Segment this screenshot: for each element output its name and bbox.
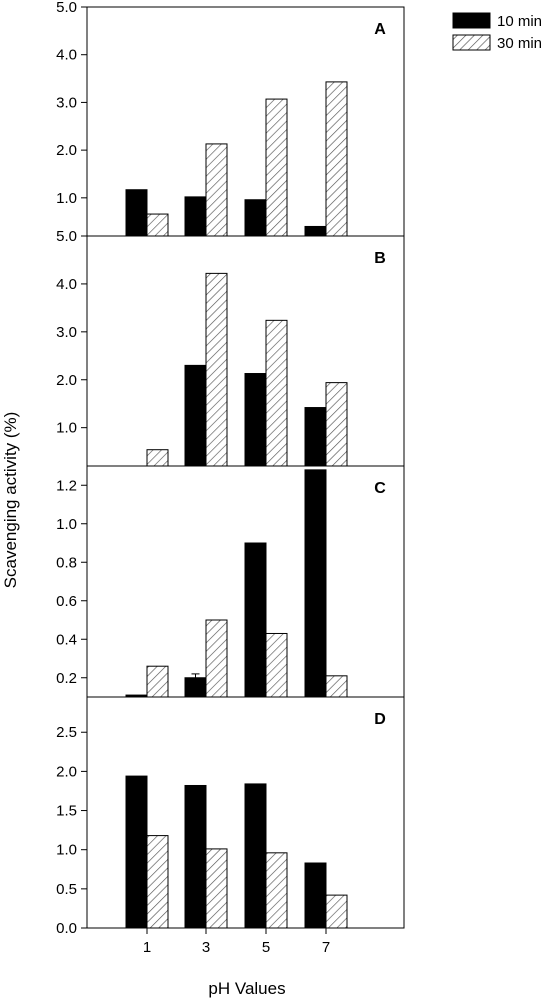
y-tick-label: 1.2: [56, 477, 77, 494]
y-tick-label: 3.0: [56, 94, 77, 111]
bar-C-10min-ph7: [304, 469, 327, 698]
bar-D-10min-ph3: [184, 784, 207, 929]
bar-C-30min-ph7: [325, 675, 348, 698]
y-tick-label: 5.0: [56, 228, 77, 245]
bar-A-30min-ph3: [205, 143, 228, 237]
bar-A-30min-ph1: [146, 213, 169, 237]
y-tick-label: 0.2: [56, 670, 77, 687]
panel-D: 0.0 0.5 1.0 1.5 2.0 2.5 D: [56, 696, 405, 937]
y-tick-label: 5.0: [56, 0, 77, 16]
y-tick-label: 2.0: [56, 142, 77, 159]
bar-C-10min-ph3: [184, 677, 207, 698]
bar-B-30min-ph3: [205, 272, 228, 467]
legend-swatch-10min: [452, 12, 491, 29]
bar-B-10min-ph7: [304, 407, 327, 467]
panels-group: 1.02.03.04.05.0A1.02.03.04.05.0B0.20.40.…: [56, 0, 405, 956]
y-tick-label: 4.0: [56, 276, 77, 293]
bar-A-10min-ph7: [304, 225, 327, 237]
y-tick-label: 0.4: [56, 631, 77, 648]
y-tick-label: 1.0: [56, 842, 77, 859]
panel-label-A: A: [374, 21, 386, 38]
x-tick-label: 5: [262, 939, 270, 956]
bar-D-30min-ph5: [265, 852, 288, 929]
panel-label-B: B: [374, 250, 386, 267]
y-tick-label: 0.6: [56, 593, 77, 610]
y-tick-label: 0.8: [56, 554, 77, 571]
y-tick-label: 4.0: [56, 47, 77, 64]
panel-A: 1.0 2.0 3.0 4.0 5.0 A: [56, 0, 405, 237]
panel-C: 0.2 0.4 0.6 0.8 1.0 1.2 C: [56, 465, 405, 698]
bar-D-30min-ph1: [146, 835, 169, 929]
bar-B-10min-ph3: [184, 364, 207, 467]
bar-B-10min-ph5: [244, 373, 267, 467]
bar-D-30min-ph3: [205, 848, 228, 929]
bar-C-10min-ph5: [244, 542, 267, 698]
x-tick-label: 7: [322, 939, 330, 956]
y-tick-label: 0.5: [56, 881, 77, 898]
panel-label-C: C: [374, 480, 386, 497]
bar-C-30min-ph3: [205, 619, 228, 698]
bar-A-10min-ph5: [244, 199, 267, 237]
x-tick-label: 1: [143, 939, 151, 956]
bar-C-30min-ph1: [146, 665, 169, 698]
y-tick-label: 1.0: [56, 516, 77, 533]
y-tick-label: 2.0: [56, 372, 77, 389]
bar-A-10min-ph3: [184, 196, 207, 237]
bar-D-10min-ph5: [244, 783, 267, 929]
y-tick-label: 1.0: [56, 190, 77, 207]
legend: 10 min 30 min: [452, 12, 542, 52]
bar-D-10min-ph1: [125, 775, 148, 929]
y-tick-label: 1.5: [56, 803, 77, 820]
bar-B-30min-ph5: [265, 319, 288, 467]
legend-label-30min: 30 min: [497, 35, 542, 52]
y-tick-label: 3.0: [56, 324, 77, 341]
bar-B-30min-ph7: [325, 382, 348, 467]
y-tick-label: 2.5: [56, 724, 77, 741]
panel-label-D: D: [374, 711, 386, 728]
x-tick-label: 3: [202, 939, 210, 956]
y-axis-title: Scavenging activity (%): [1, 412, 20, 589]
y-tick-label: 0.0: [56, 920, 77, 937]
legend-label-10min: 10 min: [497, 13, 542, 30]
bar-A-30min-ph7: [325, 81, 348, 237]
y-tick-label: 2.0: [56, 763, 77, 780]
x-axis-title: pH Values: [208, 979, 285, 998]
y-tick-label: 1.0: [56, 420, 77, 437]
bar-B-30min-ph1: [146, 449, 169, 467]
bar-A-10min-ph1: [125, 189, 148, 237]
legend-swatch-30min: [452, 34, 491, 51]
bar-D-10min-ph7: [304, 862, 327, 929]
panel-B: 1.0 2.0 3.0 4.0 5.0 B: [56, 228, 405, 467]
bar-C-30min-ph5: [265, 632, 288, 698]
bar-A-30min-ph5: [265, 98, 288, 237]
bar-D-30min-ph7: [325, 894, 348, 929]
